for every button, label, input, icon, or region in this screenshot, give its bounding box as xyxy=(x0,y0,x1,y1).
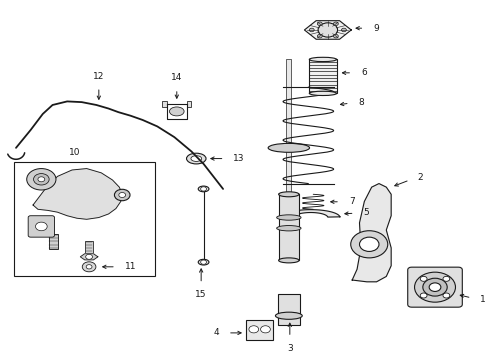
Text: 7: 7 xyxy=(349,197,355,206)
Polygon shape xyxy=(282,210,340,217)
Circle shape xyxy=(360,237,379,251)
Circle shape xyxy=(115,189,130,201)
Circle shape xyxy=(86,265,92,269)
Circle shape xyxy=(423,278,447,296)
Ellipse shape xyxy=(170,107,184,116)
Ellipse shape xyxy=(309,91,337,95)
Text: 6: 6 xyxy=(361,68,367,77)
Circle shape xyxy=(35,222,47,231)
Ellipse shape xyxy=(187,153,206,164)
Text: 13: 13 xyxy=(233,154,245,163)
Circle shape xyxy=(249,326,259,333)
Ellipse shape xyxy=(279,258,299,263)
Circle shape xyxy=(420,276,427,281)
Circle shape xyxy=(333,34,338,38)
Ellipse shape xyxy=(198,259,209,265)
Ellipse shape xyxy=(275,312,302,319)
Circle shape xyxy=(201,187,206,191)
Circle shape xyxy=(318,34,322,38)
Ellipse shape xyxy=(191,156,202,161)
Text: 8: 8 xyxy=(358,98,364,107)
Text: 14: 14 xyxy=(171,73,182,82)
Ellipse shape xyxy=(279,192,299,197)
Circle shape xyxy=(333,22,338,26)
Circle shape xyxy=(201,260,206,264)
Bar xyxy=(49,234,58,249)
Bar xyxy=(187,101,192,107)
Circle shape xyxy=(38,177,45,182)
Circle shape xyxy=(415,272,456,302)
Polygon shape xyxy=(33,168,122,219)
Text: 1: 1 xyxy=(480,295,486,304)
Bar xyxy=(85,241,93,255)
Bar xyxy=(309,59,337,93)
Circle shape xyxy=(318,23,338,37)
Circle shape xyxy=(119,193,125,198)
Polygon shape xyxy=(80,254,98,260)
Text: 15: 15 xyxy=(196,290,207,299)
Text: 12: 12 xyxy=(93,72,104,81)
Circle shape xyxy=(309,28,314,32)
Text: 5: 5 xyxy=(364,208,369,217)
Bar xyxy=(287,59,291,194)
Bar xyxy=(278,294,299,325)
Ellipse shape xyxy=(277,215,301,220)
Text: 10: 10 xyxy=(69,148,80,157)
FancyBboxPatch shape xyxy=(28,216,54,237)
Circle shape xyxy=(429,283,441,292)
Circle shape xyxy=(33,174,49,185)
Polygon shape xyxy=(352,184,391,282)
Text: 9: 9 xyxy=(373,24,379,33)
Bar xyxy=(246,320,273,340)
Circle shape xyxy=(86,254,93,259)
Circle shape xyxy=(443,293,450,298)
Ellipse shape xyxy=(268,143,310,152)
Circle shape xyxy=(443,276,450,281)
Bar xyxy=(279,194,298,260)
Circle shape xyxy=(261,326,270,333)
Text: 4: 4 xyxy=(214,328,219,337)
Ellipse shape xyxy=(309,57,337,62)
Circle shape xyxy=(351,231,388,258)
Circle shape xyxy=(82,262,96,272)
Text: 2: 2 xyxy=(417,172,423,181)
Ellipse shape xyxy=(277,226,301,231)
FancyBboxPatch shape xyxy=(408,267,462,307)
Text: 11: 11 xyxy=(124,262,136,271)
Ellipse shape xyxy=(198,186,209,192)
Text: 3: 3 xyxy=(287,343,293,352)
Circle shape xyxy=(420,293,427,298)
Bar xyxy=(14,162,155,276)
Circle shape xyxy=(27,168,56,190)
Circle shape xyxy=(318,22,322,26)
Bar xyxy=(162,101,167,107)
Polygon shape xyxy=(304,21,351,39)
Circle shape xyxy=(342,28,346,32)
